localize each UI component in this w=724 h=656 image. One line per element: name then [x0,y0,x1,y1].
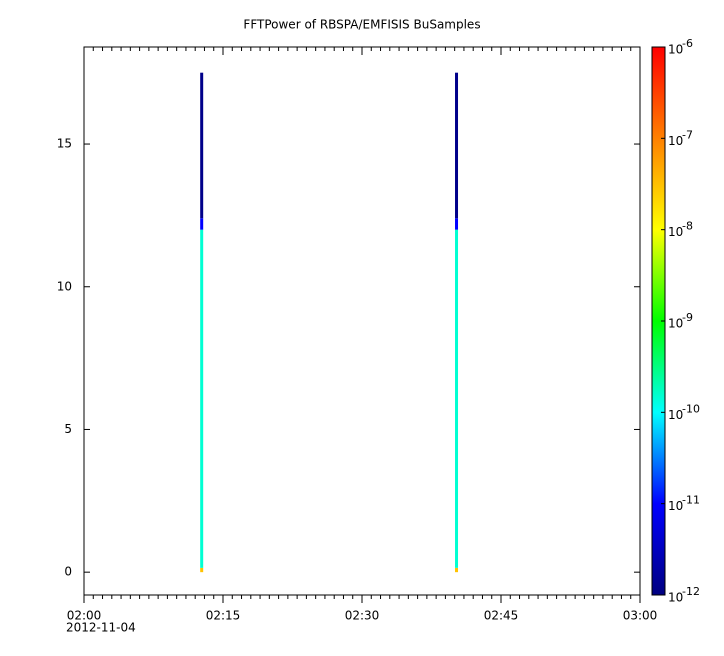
x-date-label: 2012-11-04 [66,621,136,635]
spectrogram-cell [455,72,459,219]
x-tick-label: 02:30 [345,609,380,623]
colorbar-tick-label: 10 [668,408,683,422]
colorbar-tick-exponent: -8 [682,220,693,233]
colorbar-tick-exponent: -11 [682,494,700,507]
colorbar-tick-label: 10 [668,317,683,331]
y-tick-label: 0 [64,565,72,579]
colorbar-tick-exponent: -6 [682,37,693,50]
colorbar-tick-label: 10 [668,134,683,148]
colorbar-tick-exponent: -7 [682,128,693,141]
spectrogram-cell [200,218,204,230]
spectrogram-cell [455,229,459,568]
colorbar-tick-exponent: -10 [682,402,700,415]
colorbar-tick-label: 10 [668,591,683,605]
chart-title: FFTPower of RBSPA/EMFISIS BuSamples [243,18,480,32]
y-tick-label: 10 [57,279,72,293]
y-tick-label: 5 [64,422,72,436]
colorbar-tick-label: 10 [668,225,683,239]
colorbar-tick-exponent: -9 [682,311,693,324]
y-tick-label: 15 [57,137,72,151]
x-tick-label: 02:15 [206,609,241,623]
colorbar-tick-label: 10 [668,499,683,513]
spectrogram-cell [200,229,204,568]
x-tick-label: 02:45 [484,609,519,623]
spectrogram-cell [200,72,204,219]
spectrogram-cell [455,567,459,573]
spectrogram-cell [455,218,459,230]
x-tick-label: 03:00 [623,609,658,623]
spectrogram-cell [200,567,204,573]
plot-frame [83,46,641,596]
x-tick-label: 02:00 [67,609,102,623]
colorbar-tick-label: 10 [668,43,683,57]
colorbar-tick-exponent: -12 [682,585,700,598]
